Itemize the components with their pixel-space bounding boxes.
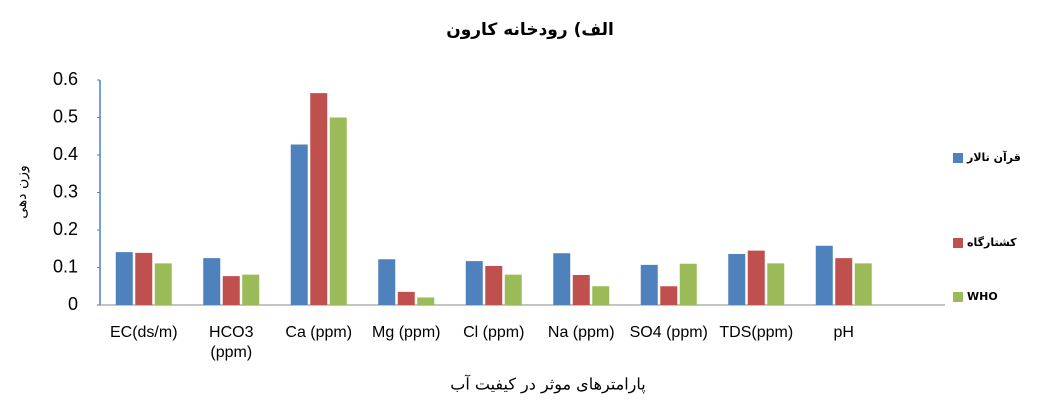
bar [815,245,833,305]
x-tick-label: pH [833,324,854,341]
x-tick-label: EC(ds/m) [109,324,178,341]
y-tick-label: 0.2 [53,219,78,239]
bar [572,275,590,305]
bar [242,274,260,305]
bar [154,263,172,305]
bar [640,264,658,305]
y-tick-label: 0.3 [53,181,78,201]
legend-label: WHO [967,290,998,303]
y-tick-label: 0 [68,294,78,314]
x-tick-label: Cl (ppm) [463,324,525,341]
x-tick-label: HCO3 (ppm) [209,324,254,361]
bar [767,263,785,305]
bar [592,286,610,305]
bar [728,254,746,305]
x-tick-label: TDS(ppm) [719,324,794,341]
bar [553,253,571,305]
x-axis-label: پارامترهای موثر در کیفیت آب [450,374,645,394]
bar [222,276,240,305]
bar [203,258,221,305]
legend-swatch [953,292,963,302]
bar [747,250,765,305]
legend-swatch [953,238,963,248]
bar [417,297,435,305]
bar [465,261,483,305]
x-tick-label: Ca (ppm) [285,324,353,341]
bar [854,263,872,305]
y-tick-label: 0.6 [53,69,78,89]
y-tick-label: 0.1 [53,256,78,276]
bar [115,252,133,305]
legend-label: قرآن تالار [966,150,1021,164]
bar [485,266,503,305]
y-tick-label: 0.5 [53,106,78,126]
bar [135,252,153,305]
x-tick-label: Mg (ppm) [372,324,441,341]
bar [329,117,347,305]
legend-label: کشتارگاه [967,236,1017,249]
x-tick-label: SO4 (ppm) [629,324,708,341]
y-tick-label: 0.4 [53,144,78,164]
bar [397,291,415,305]
chart-title: الف) رودخانه کارون [446,20,614,40]
bar [378,259,396,305]
bar [660,286,678,305]
bar [504,274,522,305]
legend-swatch [953,153,963,163]
bar [679,263,697,305]
bar [310,93,328,305]
bar [290,144,308,305]
bar [835,258,853,305]
x-tick-label: Na (ppm) [547,324,615,341]
y-axis-label: وزن دهی [14,165,30,219]
